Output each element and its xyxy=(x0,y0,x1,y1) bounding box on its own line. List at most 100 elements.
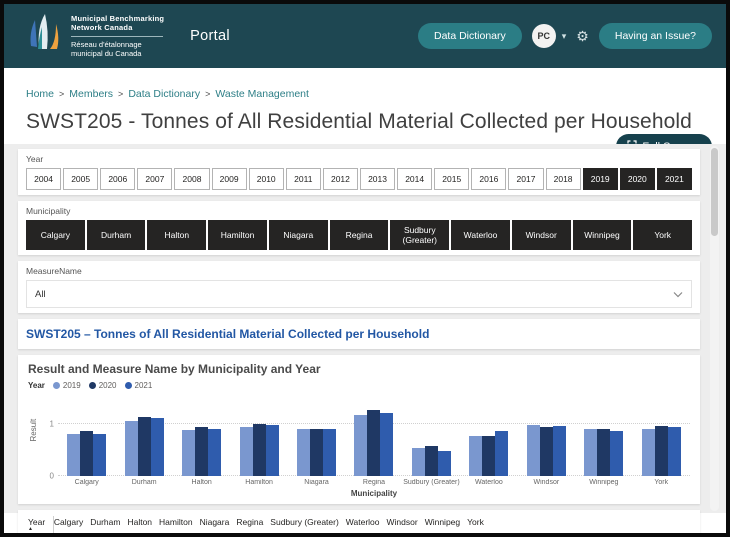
column-header-calgary[interactable]: Calgary xyxy=(53,516,90,534)
bar-2019-sudbury-greater-[interactable] xyxy=(412,448,425,476)
bar-2021-durham[interactable] xyxy=(151,418,164,476)
column-header-halton[interactable]: Halton xyxy=(127,516,159,534)
municipality-filter-durham[interactable]: Durham xyxy=(87,220,146,250)
column-header-york[interactable]: York xyxy=(467,516,495,534)
legend-dot-2019 xyxy=(53,382,60,389)
bar-2021-winnipeg[interactable] xyxy=(610,431,623,476)
chart-card: Result and Measure Name by Municipality … xyxy=(18,355,700,504)
vertical-scrollbar[interactable] xyxy=(710,146,719,511)
year-filter-2008[interactable]: 2008 xyxy=(174,168,209,190)
bar-2021-windsor[interactable] xyxy=(553,426,566,476)
column-header-sudbury-greater-[interactable]: Sudbury (Greater) xyxy=(270,516,346,534)
year-filter-2011[interactable]: 2011 xyxy=(286,168,321,190)
year-filter-2012[interactable]: 2012 xyxy=(323,168,358,190)
data-table-card: Year▲CalgaryDurham HaltonHamiltonNiagaraR… xyxy=(18,510,700,537)
municipality-filter-windsor[interactable]: Windsor xyxy=(512,220,571,250)
municipality-filter-sudbury-greater-[interactable]: Sudbury (Greater) xyxy=(390,220,449,250)
year-filter-2016[interactable]: 2016 xyxy=(471,168,506,190)
bar-2021-niagara[interactable] xyxy=(323,429,336,476)
chart-plot-row: Result 01 xyxy=(28,398,690,476)
bar-2021-calgary[interactable] xyxy=(93,434,106,476)
year-filter-2004[interactable]: 2004 xyxy=(26,168,61,190)
municipality-filter-niagara[interactable]: Niagara xyxy=(269,220,328,250)
bar-2021-regina[interactable] xyxy=(380,413,393,476)
user-menu-caret-icon[interactable]: ▾ xyxy=(562,31,567,42)
municipality-button-group: CalgaryDurhamHaltonHamiltonNiagaraRegina… xyxy=(26,220,692,250)
bar-2021-sudbury-greater-[interactable] xyxy=(438,451,451,476)
year-filter-2021[interactable]: 2021 xyxy=(657,168,692,190)
having-issue-button[interactable]: Having an Issue? xyxy=(599,23,712,49)
year-filter-2009[interactable]: 2009 xyxy=(212,168,247,190)
bar-2020-hamilton[interactable] xyxy=(253,424,266,476)
year-filter-2017[interactable]: 2017 xyxy=(508,168,543,190)
column-header-durham[interactable]: Durham xyxy=(90,516,127,534)
breadcrumb-data-dictionary[interactable]: Data Dictionary xyxy=(128,88,200,100)
municipality-filter-waterloo[interactable]: Waterloo xyxy=(451,220,510,250)
year-filter-2013[interactable]: 2013 xyxy=(360,168,395,190)
bar-2020-niagara[interactable] xyxy=(310,429,323,476)
year-filter-2018[interactable]: 2018 xyxy=(546,168,581,190)
bar-2019-hamilton[interactable] xyxy=(240,427,253,476)
legend-item-2021[interactable]: 2021 xyxy=(125,381,153,390)
breadcrumb-home[interactable]: Home xyxy=(26,88,54,100)
breadcrumb-members[interactable]: Members xyxy=(69,88,113,100)
value-cell: 0.985 xyxy=(387,534,425,537)
year-filter-2007[interactable]: 2007 xyxy=(137,168,172,190)
column-header-niagara[interactable]: Niagara xyxy=(200,516,237,534)
column-header-waterloo[interactable]: Waterloo xyxy=(346,516,387,534)
measure-dropdown[interactable]: All xyxy=(26,280,692,308)
bar-2020-york[interactable] xyxy=(655,426,668,476)
column-header-label: Windsor xyxy=(387,517,418,527)
year-filter-2014[interactable]: 2014 xyxy=(397,168,432,190)
column-header-label: Durham xyxy=(90,517,120,527)
scrollbar-thumb[interactable] xyxy=(711,148,718,236)
user-avatar[interactable]: PC xyxy=(532,24,556,48)
column-header-regina[interactable]: Regina xyxy=(236,516,270,534)
legend-dot-2021 xyxy=(125,382,132,389)
dashboard-area: Year 20042005200620072008200920102011201… xyxy=(4,144,726,513)
municipality-filter-calgary[interactable]: Calgary xyxy=(26,220,85,250)
bar-2021-hamilton[interactable] xyxy=(266,425,279,476)
legend-item-2019[interactable]: 2019 xyxy=(53,381,81,390)
bar-2019-durham[interactable] xyxy=(125,421,138,476)
municipality-filter-halton[interactable]: Halton xyxy=(147,220,206,250)
year-filter-2020[interactable]: 2020 xyxy=(620,168,655,190)
year-filter-2005[interactable]: 2005 xyxy=(63,168,98,190)
column-header-windsor[interactable]: Windsor xyxy=(387,516,425,534)
year-filter-2015[interactable]: 2015 xyxy=(434,168,469,190)
bar-2020-durham[interactable] xyxy=(138,417,151,476)
bar-2021-york[interactable] xyxy=(668,427,681,476)
bar-2019-windsor[interactable] xyxy=(527,425,540,476)
year-filter-2010[interactable]: 2010 xyxy=(249,168,284,190)
bar-2019-waterloo[interactable] xyxy=(469,436,482,476)
column-header-year[interactable]: Year▲ xyxy=(26,516,53,534)
data-dictionary-button[interactable]: Data Dictionary xyxy=(418,23,522,49)
column-header-hamilton[interactable]: Hamilton xyxy=(159,516,200,534)
bar-2019-niagara[interactable] xyxy=(297,429,310,476)
column-header-winnipeg[interactable]: Winnipeg xyxy=(425,516,467,534)
measure-dropdown-value: All xyxy=(35,289,46,300)
breadcrumb-waste-management[interactable]: Waste Management xyxy=(215,88,309,100)
bar-2019-halton[interactable] xyxy=(182,430,195,476)
bar-2021-halton[interactable] xyxy=(208,429,221,476)
municipality-filter-hamilton[interactable]: Hamilton xyxy=(208,220,267,250)
legend-item-2020[interactable]: 2020 xyxy=(89,381,117,390)
year-filter-2006[interactable]: 2006 xyxy=(100,168,135,190)
municipality-filter-york[interactable]: York xyxy=(633,220,692,250)
bar-2019-calgary[interactable] xyxy=(67,434,80,476)
bar-2019-regina[interactable] xyxy=(354,415,367,476)
bar-2020-regina[interactable] xyxy=(367,410,380,476)
bar-2020-sudbury-greater-[interactable] xyxy=(425,446,438,476)
bar-2019-winnipeg[interactable] xyxy=(584,429,597,476)
year-filter-2019[interactable]: 2019 xyxy=(583,168,618,190)
bar-2019-york[interactable] xyxy=(642,429,655,476)
settings-gear-icon[interactable]: ⚙ xyxy=(576,28,589,45)
bar-2020-winnipeg[interactable] xyxy=(597,429,610,476)
bar-2021-waterloo[interactable] xyxy=(495,431,508,476)
municipality-filter-regina[interactable]: Regina xyxy=(330,220,389,250)
bar-2020-windsor[interactable] xyxy=(540,427,553,476)
bar-2020-halton[interactable] xyxy=(195,427,208,476)
bar-2020-calgary[interactable] xyxy=(80,431,93,476)
municipality-filter-winnipeg[interactable]: Winnipeg xyxy=(573,220,632,250)
bar-2020-waterloo[interactable] xyxy=(482,436,495,476)
